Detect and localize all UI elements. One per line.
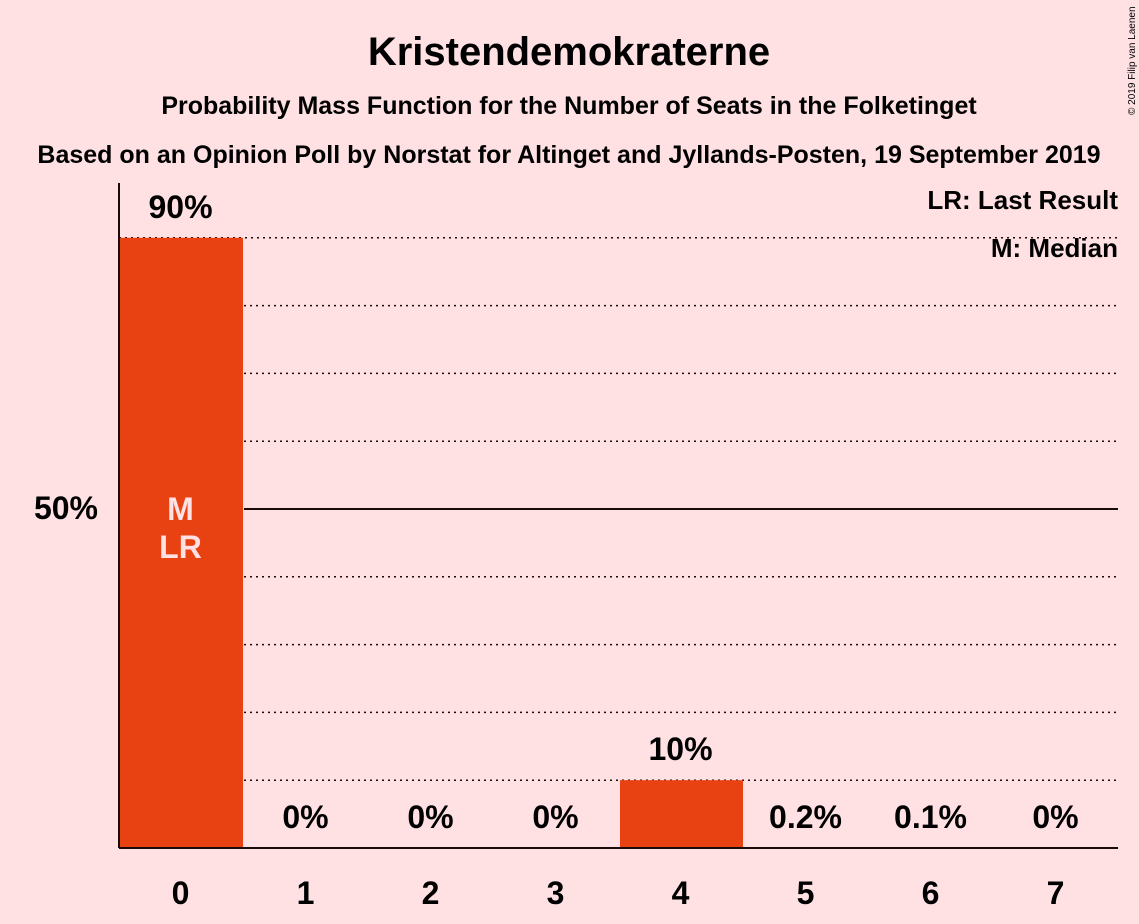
y-tick-label-50: 50%: [34, 490, 98, 526]
chart-subtitle: Probability Mass Function for the Number…: [161, 92, 977, 120]
x-tick-label-0: 0: [172, 875, 190, 911]
x-tick-labels: 0 1 2 3 4 5 6 7: [172, 875, 1065, 911]
legend-last-result: LR: Last Result: [927, 185, 1118, 215]
legend-median: M: Median: [991, 233, 1118, 263]
bars: [120, 237, 743, 849]
bar-value-label-1: 0%: [282, 799, 328, 835]
median-marker: M: [167, 491, 194, 527]
chart-title: Kristendemokraterne: [368, 30, 770, 74]
bar-value-label-6: 0.1%: [894, 799, 967, 835]
chart-subtitle-source: Based on an Opinion Poll by Norstat for …: [37, 141, 1100, 169]
x-tick-label-5: 5: [797, 875, 815, 911]
gridlines: [119, 237, 1118, 781]
copyright-note: © 2019 Filip van Laenen: [1127, 6, 1138, 115]
x-tick-label-3: 3: [547, 875, 565, 911]
bar-labels: 90% 0% 0% 0% 10% 0.2% 0.1% 0% MLR: [148, 189, 1078, 835]
bar-value-label-3: 0%: [532, 799, 578, 835]
bar-value-label-4: 10%: [648, 731, 712, 767]
bar-value-label-5: 0.2%: [769, 799, 842, 835]
x-tick-label-6: 6: [922, 875, 940, 911]
last-result-marker: LR: [159, 529, 202, 565]
bar-value-label-2: 0%: [407, 799, 453, 835]
bar-4: [620, 780, 743, 848]
x-tick-label-7: 7: [1047, 875, 1065, 911]
bar-0: [120, 237, 243, 849]
x-tick-label-1: 1: [297, 875, 315, 911]
bar-value-label-0: 90%: [148, 189, 212, 225]
x-tick-label-2: 2: [422, 875, 440, 911]
bar-value-label-7: 0%: [1032, 799, 1078, 835]
x-tick-label-4: 4: [672, 875, 690, 911]
